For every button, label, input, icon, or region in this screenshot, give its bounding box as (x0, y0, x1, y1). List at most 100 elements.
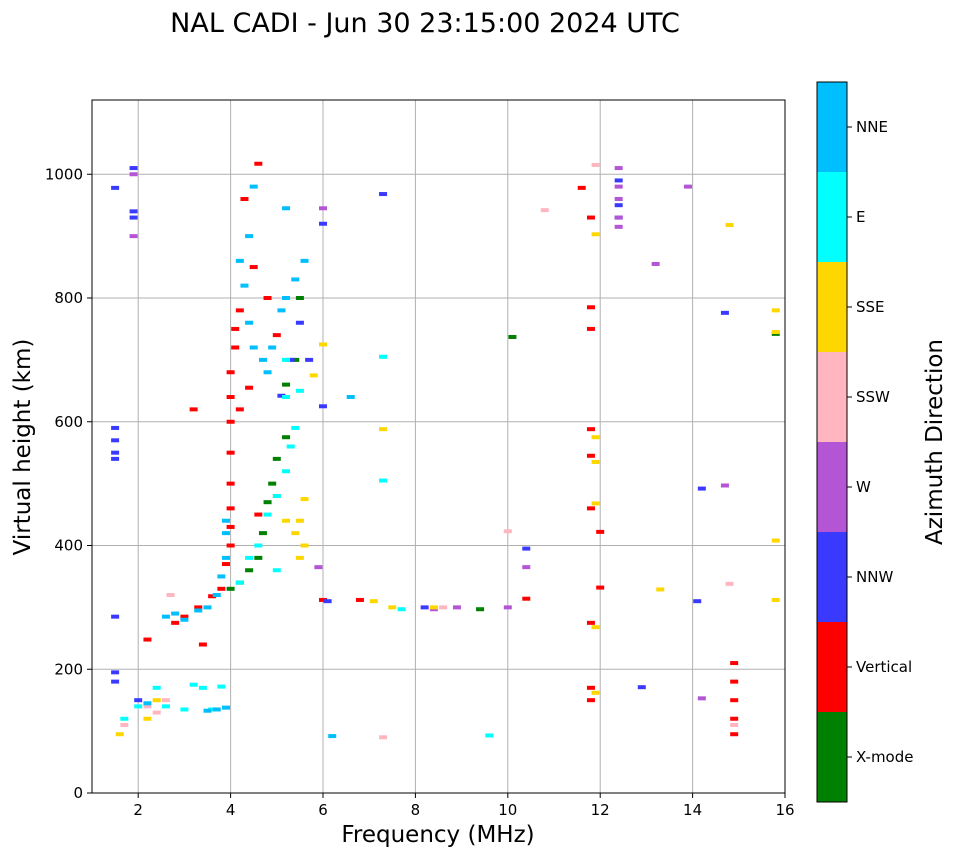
data-point (166, 593, 175, 597)
y-tick-label: 0 (73, 784, 83, 802)
data-point (111, 456, 120, 461)
data-point (111, 614, 120, 619)
data-point (291, 357, 300, 362)
data-point (586, 506, 595, 511)
data-point (277, 393, 286, 398)
series-w (129, 166, 729, 701)
data-point (369, 599, 378, 604)
data-point (272, 494, 281, 498)
data-point (346, 395, 355, 399)
data-point (319, 404, 327, 409)
data-point (591, 690, 600, 695)
data-point (300, 497, 309, 502)
y-tick-label: 800 (54, 289, 83, 307)
data-point (111, 679, 120, 684)
data-point (254, 543, 263, 548)
data-point (277, 308, 286, 313)
data-point (319, 597, 327, 602)
data-point (221, 705, 230, 710)
data-point (217, 684, 226, 689)
data-point (591, 625, 600, 630)
colorbar-tick-label: X-mode (856, 748, 913, 766)
data-point (263, 500, 272, 505)
data-point (129, 215, 138, 220)
data-point (295, 518, 304, 523)
data-point (591, 459, 600, 464)
data-point (161, 704, 170, 709)
data-point (586, 427, 595, 432)
data-point (614, 166, 623, 171)
data-point (614, 184, 623, 189)
data-point (235, 407, 244, 412)
data-point (476, 607, 485, 612)
data-point (282, 435, 291, 440)
data-point (591, 501, 600, 506)
colorbar-tick-label: NNE (856, 118, 888, 136)
data-point (730, 722, 739, 727)
data-point (263, 296, 272, 300)
data-point (725, 222, 734, 227)
data-point (134, 704, 143, 709)
colorbar-swatch (817, 262, 847, 352)
data-point (268, 345, 277, 350)
data-point (212, 707, 221, 712)
data-point (194, 605, 203, 610)
data-point (730, 679, 739, 684)
x-tick-label: 6 (318, 801, 328, 819)
data-point (591, 435, 600, 440)
data-point (319, 342, 327, 347)
data-point (226, 370, 235, 375)
data-point (522, 565, 531, 570)
x-tick-label: 10 (498, 801, 517, 819)
data-point (143, 716, 152, 721)
data-point (203, 708, 212, 713)
data-point (540, 208, 549, 213)
data-point (379, 354, 388, 359)
series-e (120, 354, 494, 738)
data-point (771, 538, 780, 543)
colorbar: X-mode Vertical NNW W SSW SSE E NNE (816, 81, 913, 803)
data-point (522, 596, 531, 601)
x-tick-label: 12 (591, 801, 610, 819)
data-point (231, 326, 240, 331)
data-point (171, 620, 180, 625)
data-point (355, 597, 364, 602)
data-point (651, 261, 660, 266)
data-point (129, 172, 138, 177)
data-point (143, 637, 152, 642)
data-point (586, 620, 595, 625)
colorbar-swatch (817, 172, 847, 262)
data-point (282, 469, 291, 474)
data-point (240, 283, 249, 288)
data-points (111, 161, 780, 740)
data-point (245, 234, 254, 239)
data-point (614, 178, 623, 183)
data-point (249, 265, 258, 270)
data-point (282, 296, 291, 300)
data-point (614, 197, 623, 201)
data-point (720, 483, 729, 488)
data-point (503, 605, 512, 610)
data-point (120, 716, 129, 721)
data-point (730, 716, 739, 721)
data-point (379, 192, 388, 197)
data-point (161, 614, 170, 619)
y-axis-label: Virtual height (km) (10, 339, 36, 556)
data-point (272, 568, 281, 573)
data-point (291, 425, 300, 430)
data-point (586, 698, 595, 703)
data-point (221, 518, 230, 523)
data-point (217, 574, 226, 579)
data-point (282, 382, 291, 387)
data-point (189, 407, 198, 412)
data-point (586, 453, 595, 458)
data-point (295, 388, 304, 393)
data-point (268, 481, 277, 486)
data-point (656, 587, 665, 592)
y-tick-label: 1000 (45, 165, 83, 183)
series-nne (143, 184, 355, 739)
data-point (194, 608, 203, 613)
data-point (129, 209, 138, 214)
data-point (319, 221, 327, 226)
